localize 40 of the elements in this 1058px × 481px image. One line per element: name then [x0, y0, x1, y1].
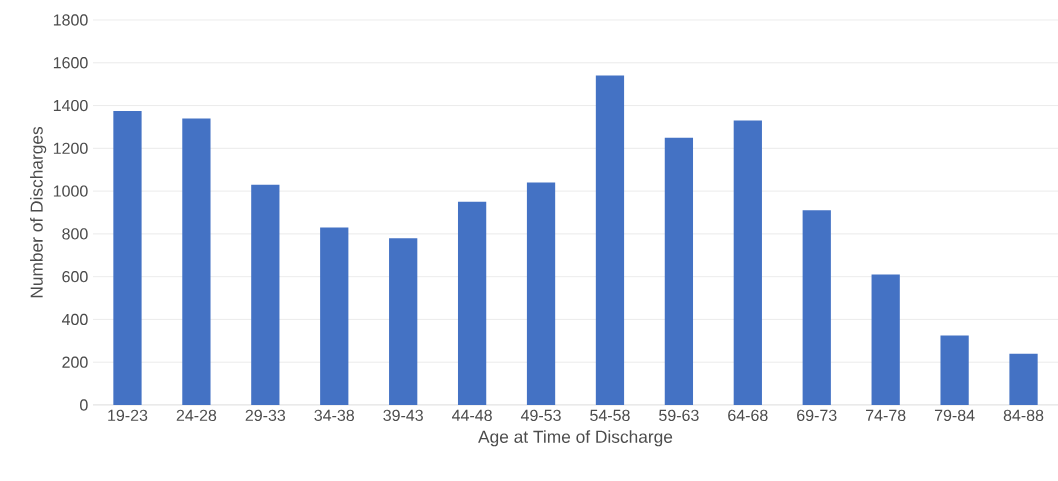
- y-tick-label: 1000: [53, 185, 88, 197]
- bar: [733, 120, 762, 405]
- y-tick-label: 400: [61, 313, 88, 326]
- x-tick-label: 74-78: [866, 409, 906, 422]
- x-tick-label: 39-43: [383, 409, 423, 422]
- bar: [526, 182, 556, 405]
- y-tick-label: 600: [62, 271, 88, 283]
- y-tick-label: 200: [62, 356, 88, 368]
- y-tick-label: 1800: [53, 14, 88, 26]
- bar: [389, 238, 418, 405]
- x-tick-label: 84-88: [1003, 409, 1044, 422]
- x-tick-label: 24-28: [176, 409, 217, 422]
- bar: [320, 227, 349, 405]
- bar: [182, 118, 211, 405]
- y-axis-title: Number of Discharges: [30, 126, 47, 298]
- x-tick-label: 64-68: [728, 409, 768, 422]
- y-tick-label: 1200: [53, 142, 88, 154]
- y-tick-label: 1400: [53, 99, 88, 112]
- x-tick-label: 49-53: [520, 409, 561, 422]
- x-tick-label: 79-84: [934, 409, 975, 422]
- bar: [595, 75, 625, 405]
- y-tick-label: 0: [80, 399, 88, 411]
- x-tick-label: 54-58: [590, 409, 630, 422]
- x-tick-label: 34-38: [314, 409, 355, 422]
- bar: [871, 274, 900, 405]
- bar: [113, 110, 142, 405]
- x-tick-label: 59-63: [659, 409, 699, 422]
- bar: [664, 137, 694, 405]
- x-tick-label: 69-73: [797, 409, 837, 422]
- bar: [802, 210, 831, 405]
- y-tick-label: 1600: [53, 57, 88, 69]
- bar: [251, 184, 280, 405]
- bar: [1009, 353, 1038, 405]
- x-axis-title: Age at Time of Discharge: [478, 430, 673, 447]
- x-tick-label: 19-23: [108, 409, 148, 422]
- x-tick-label: 29-33: [245, 409, 286, 422]
- x-tick-label: 44-48: [452, 409, 492, 422]
- y-tick-label: 800: [62, 228, 88, 240]
- bar: [940, 335, 969, 405]
- bar: [457, 201, 487, 405]
